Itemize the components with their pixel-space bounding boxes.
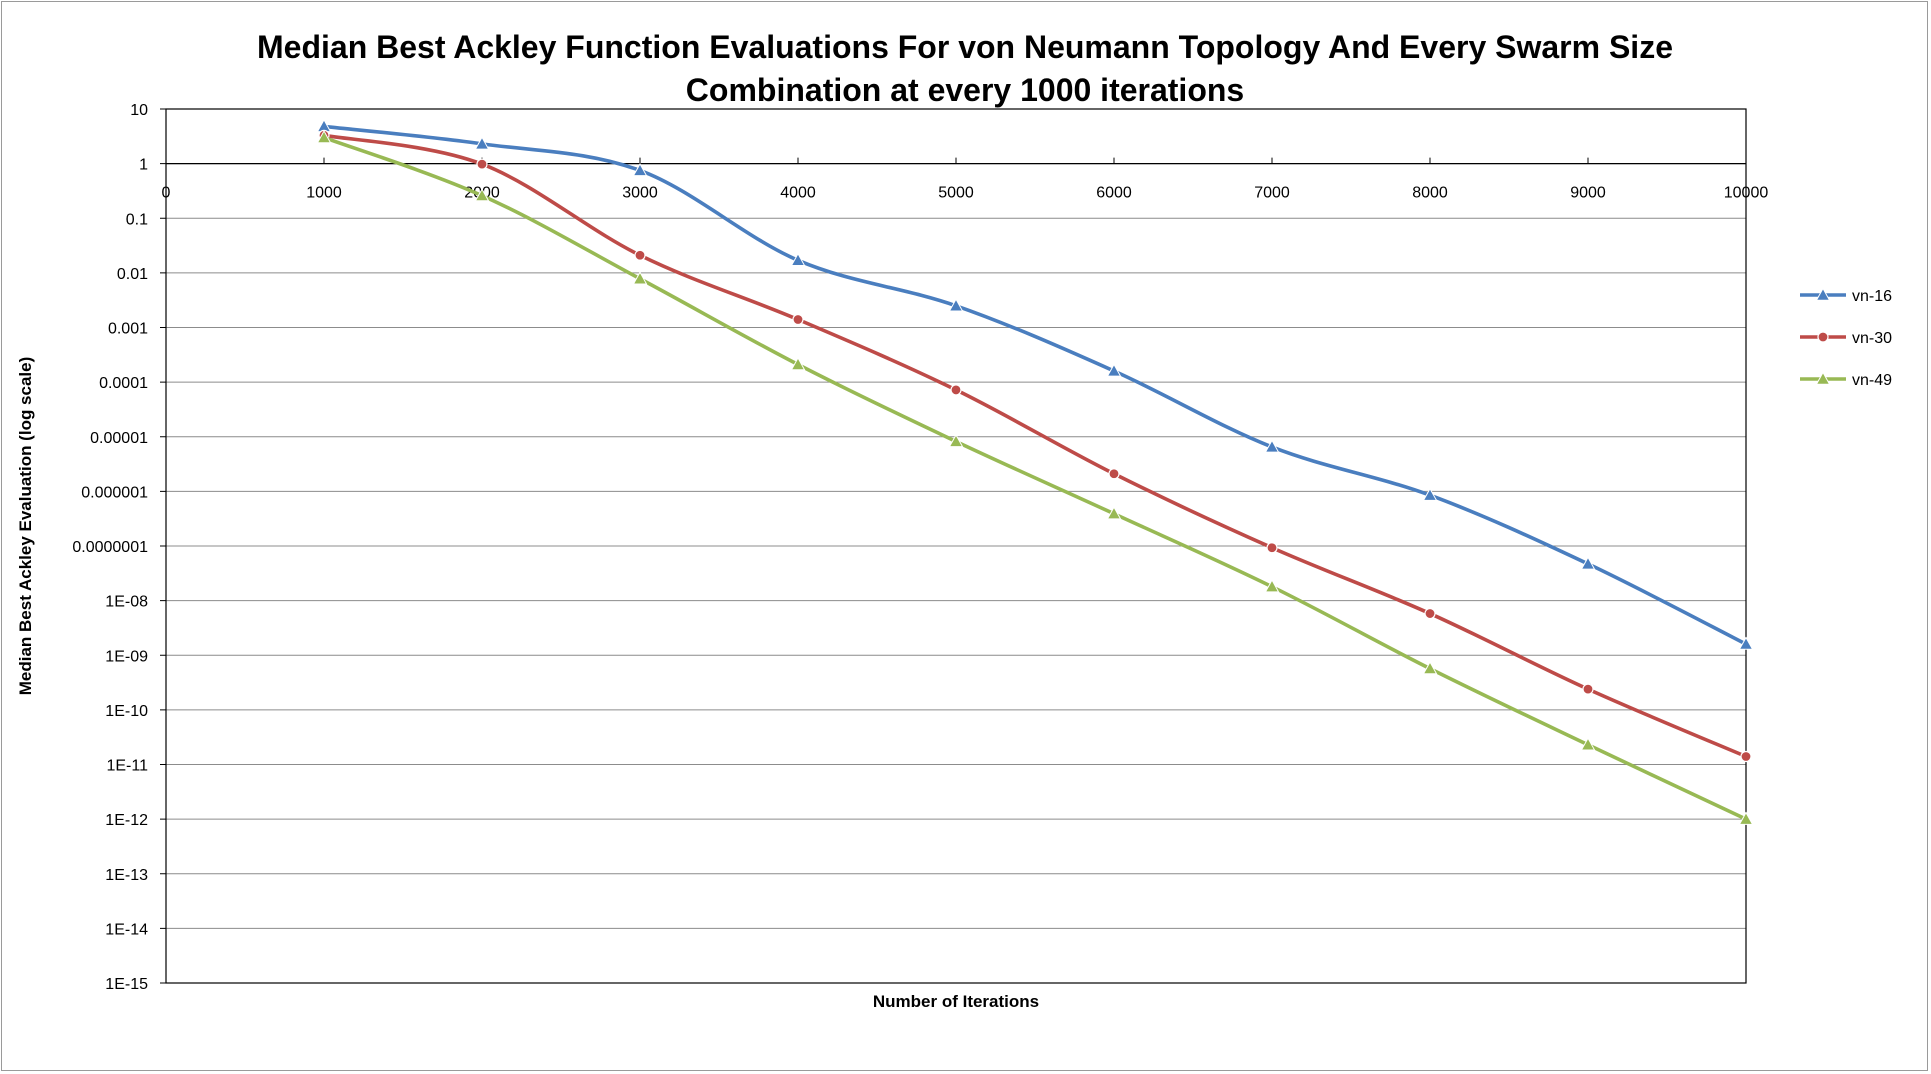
series-line-vn-30 [322, 133, 1748, 759]
data-point-vn-16 [790, 252, 806, 266]
x-axis-tick-labels: 0100020003000400050006000700080009000100… [162, 185, 1769, 202]
chart-title-line-2: Combination at every 1000 iterations [686, 72, 1244, 108]
series-vn-49 [316, 130, 1754, 825]
y-tick-label: 0.1 [126, 211, 148, 228]
data-point-vn-49 [1264, 579, 1280, 593]
x-tick-label: 7000 [1254, 185, 1290, 202]
x-tick-label: 9000 [1570, 185, 1606, 202]
x-tick-label: 8000 [1412, 185, 1448, 202]
data-point-vn-16 [474, 136, 490, 150]
chart-title-line-1: Median Best Ackley Function Evaluations … [257, 29, 1673, 65]
y-tick-label: 10 [130, 102, 148, 119]
y-tick-label: 1E-12 [105, 812, 148, 829]
plot-area-border [165, 108, 1747, 984]
legend-item-vn-16: vn-16 [1800, 287, 1892, 305]
series-line-vn-16 [322, 124, 1748, 646]
data-point-vn-30 [1582, 683, 1594, 695]
legend-swatch-marker [1815, 371, 1831, 385]
data-point-vn-30 [792, 313, 804, 326]
y-tick-label: 1E-10 [105, 703, 148, 720]
y-tick-label: 0.001 [108, 321, 148, 338]
data-point-vn-49 [474, 188, 490, 202]
legend-item-vn-30: vn-30 [1800, 330, 1892, 347]
legend: vn-16 vn-30 vn-49 [1800, 287, 1892, 389]
legend-swatch-marker [1817, 331, 1829, 343]
data-point-vn-49 [1738, 811, 1754, 825]
data-point-vn-16 [948, 298, 964, 312]
legend-label: vn-16 [1852, 288, 1892, 305]
data-point-vn-16 [1422, 487, 1438, 501]
y-tick-label: 1E-15 [105, 976, 148, 993]
x-axis-title: Number of Iterations [873, 992, 1039, 1011]
x-tick-label: 1000 [306, 185, 342, 202]
data-point-vn-49 [948, 433, 964, 448]
y-tick-label: 0.000001 [81, 484, 148, 501]
y-tick-label: 1E-14 [105, 921, 148, 938]
y-axis-title: Median Best Ackley Evaluation (log scale… [16, 357, 35, 696]
data-point-vn-49 [1106, 506, 1122, 520]
y-tick-label: 0.01 [117, 266, 148, 283]
data-point-vn-16 [632, 162, 648, 177]
data-point-vn-49 [632, 271, 648, 285]
data-point-vn-49 [1580, 737, 1596, 751]
data-point-vn-49 [316, 130, 332, 144]
data-point-vn-16 [1738, 636, 1754, 650]
data-point-vn-30 [1424, 607, 1436, 620]
data-point-vn-30 [950, 384, 962, 396]
series-vn-30 [318, 129, 1752, 763]
gridlines [160, 108, 1747, 984]
x-tick-label: 6000 [1096, 185, 1132, 202]
legend-item-vn-49: vn-49 [1800, 371, 1892, 389]
data-point-vn-30 [634, 249, 646, 261]
data-point-vn-16 [1106, 363, 1122, 377]
legend-label: vn-49 [1852, 372, 1892, 389]
x-tick-label: 0 [162, 185, 171, 202]
y-axis-tick-labels: 10 1 0.1 0.01 0.001 0.0001 0.00001 0.000001 0.00… [72, 102, 148, 993]
x-tick-label: 10000 [1724, 185, 1769, 202]
legend-label: vn-30 [1852, 330, 1892, 347]
y-tick-label: 1 [139, 157, 148, 174]
x-tick-label: 5000 [938, 185, 974, 202]
data-point-vn-49 [790, 356, 806, 371]
y-tick-label: 1E-13 [105, 867, 148, 884]
data-point-vn-30 [1266, 542, 1278, 554]
data-point-vn-30 [476, 158, 488, 170]
data-point-vn-16 [1580, 556, 1596, 570]
data-point-vn-16 [1264, 439, 1280, 453]
x-tick-label: 3000 [622, 185, 658, 202]
y-tick-label: 0.0001 [99, 375, 148, 392]
x-tick-label: 4000 [780, 185, 816, 202]
y-tick-label: 1E-11 [106, 758, 148, 775]
y-tick-label: 0.0000001 [72, 539, 148, 556]
data-point-vn-49 [1422, 661, 1438, 675]
y-tick-label: 1E-08 [105, 594, 148, 611]
legend-swatch-marker [1815, 287, 1831, 301]
data-point-vn-30 [1740, 750, 1752, 763]
data-point-vn-30 [1108, 468, 1120, 480]
y-tick-label: 1E-09 [105, 648, 148, 665]
series-line-vn-49 [322, 135, 1748, 821]
series-vn-16 [316, 118, 1754, 650]
series-layer [316, 118, 1754, 825]
y-tick-label: 0.00001 [90, 430, 148, 447]
